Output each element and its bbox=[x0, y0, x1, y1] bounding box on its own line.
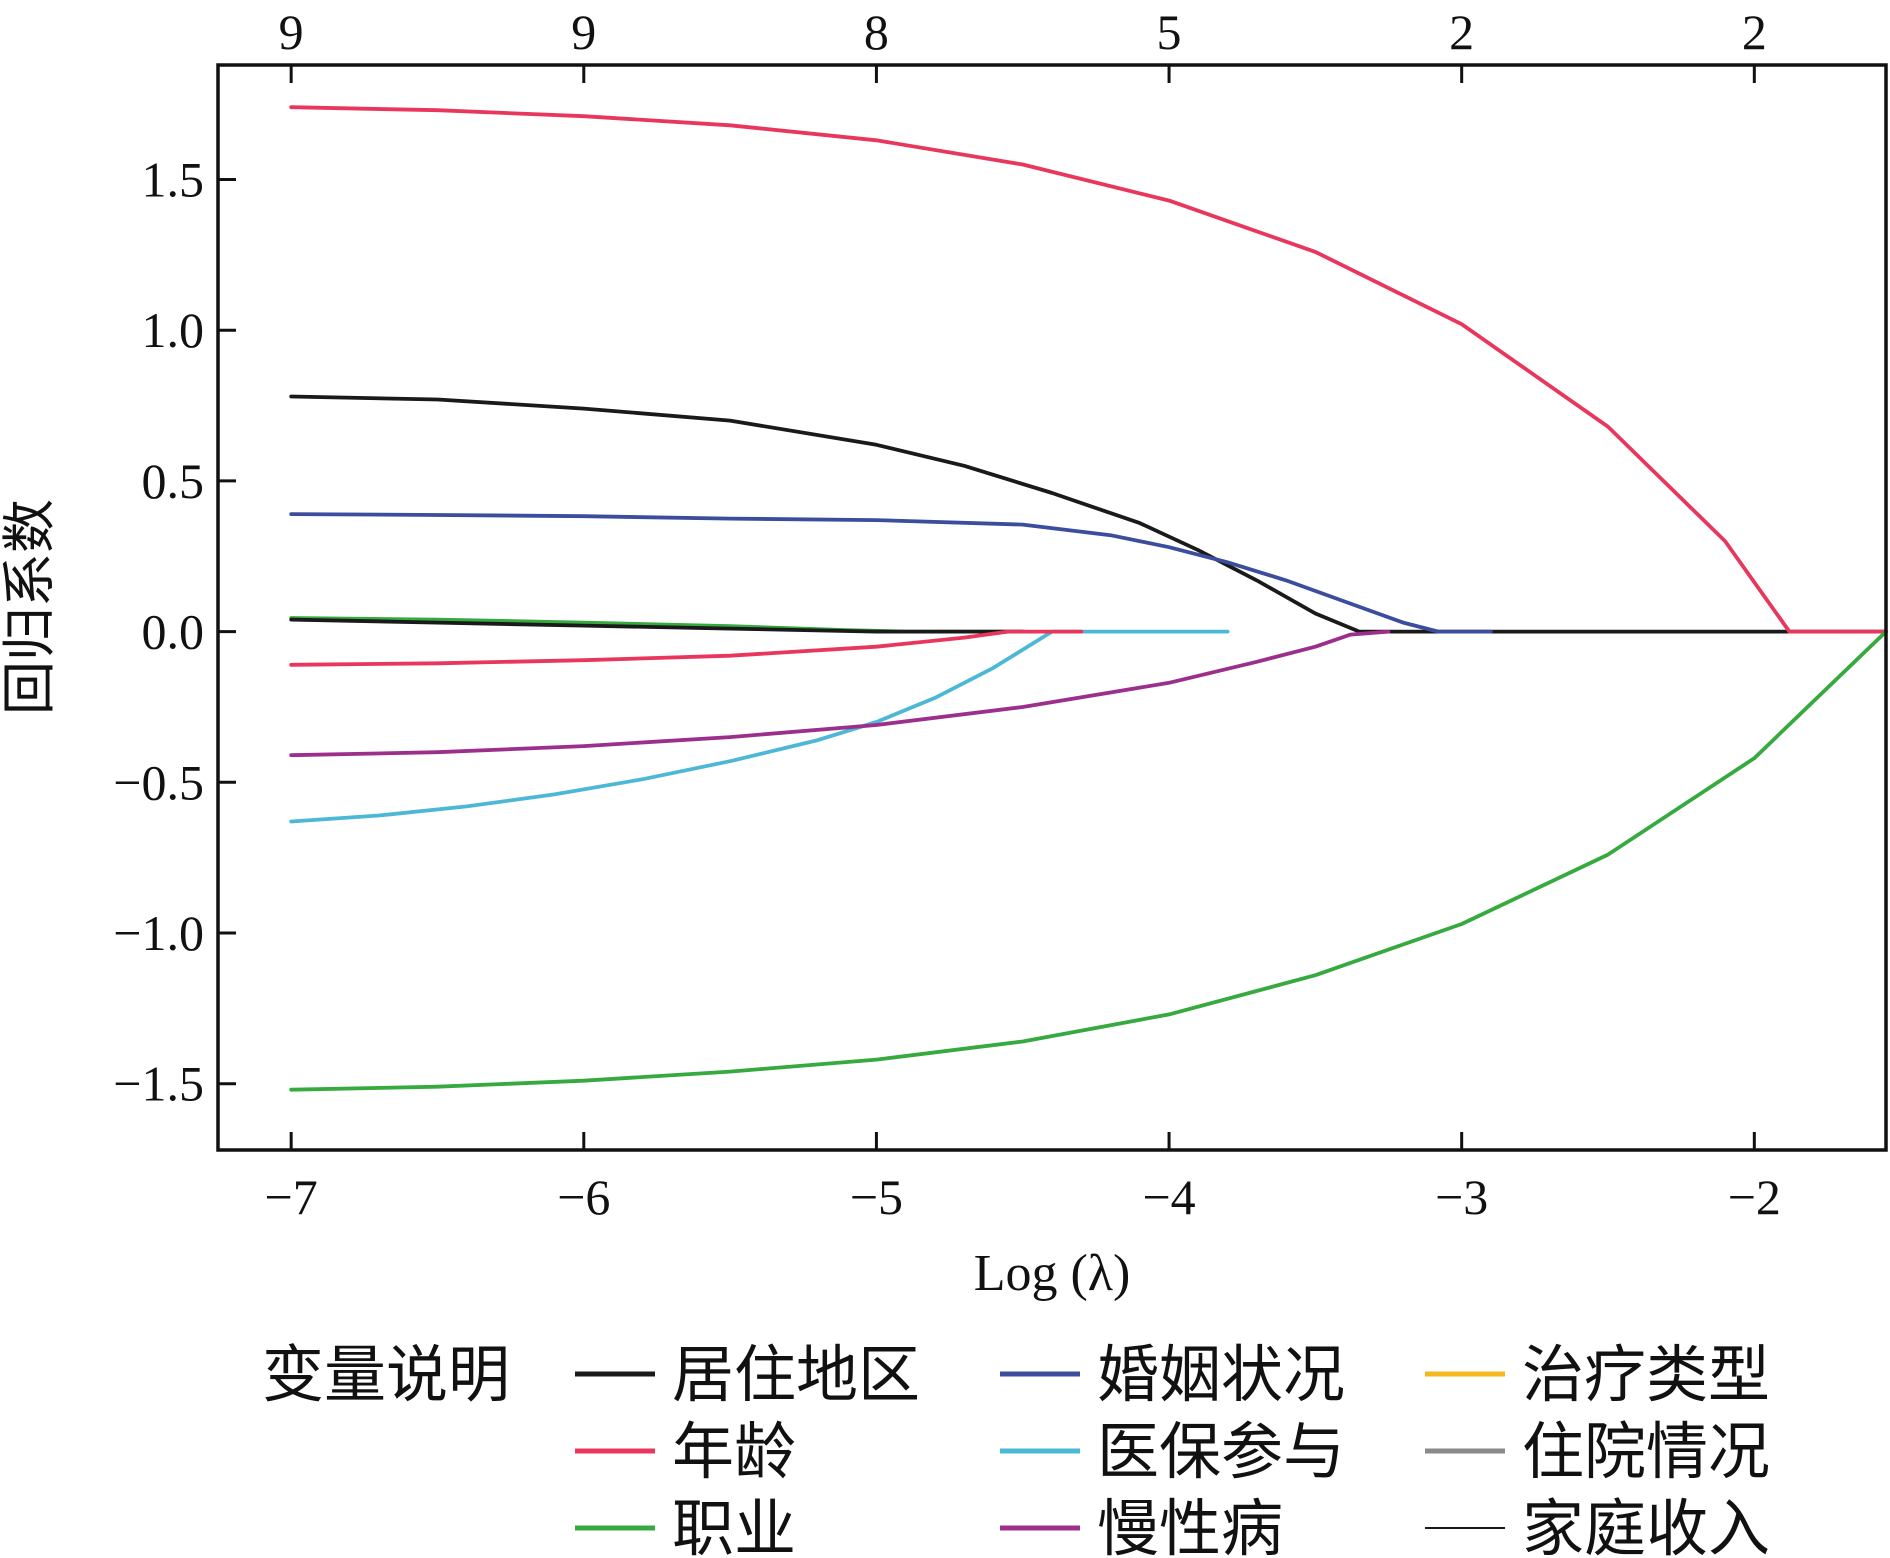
top-tick-label: 2 bbox=[1742, 4, 1767, 60]
series-line-4 bbox=[289, 512, 1493, 634]
plot-frame bbox=[216, 63, 1888, 1152]
y-tick-label: 0.0 bbox=[142, 604, 205, 660]
y-tick-label: −0.5 bbox=[113, 754, 204, 810]
legend-title: 变量说明 bbox=[262, 1338, 510, 1411]
series-line-5 bbox=[289, 629, 1230, 824]
y-tick-label: 1.5 bbox=[142, 152, 205, 208]
legend-label: 医保参与 bbox=[1097, 1415, 1345, 1488]
x-tick-label: −6 bbox=[557, 1169, 610, 1225]
series-line-1 bbox=[289, 105, 1888, 634]
y-tick-label: 0.5 bbox=[142, 453, 205, 509]
x-axis-title: Log (λ) bbox=[974, 1245, 1131, 1302]
legend-label: 年龄 bbox=[672, 1415, 796, 1488]
top-tick-label: 2 bbox=[1449, 4, 1474, 60]
legend-label: 居住地区 bbox=[672, 1338, 920, 1411]
x-tick-label: −4 bbox=[1142, 1169, 1195, 1225]
y-tick-label: 1.0 bbox=[142, 302, 205, 358]
plot-area bbox=[289, 105, 1888, 1092]
x-tick-label: −5 bbox=[850, 1169, 903, 1225]
y-tick-label: −1.0 bbox=[113, 905, 204, 961]
y-tick-label: −1.5 bbox=[113, 1056, 204, 1112]
x-tick-label: −7 bbox=[265, 1169, 318, 1225]
top-tick-label: 9 bbox=[571, 4, 596, 60]
legend-label: 住院情况 bbox=[1522, 1415, 1770, 1488]
legend-label: 婚姻状况 bbox=[1097, 1338, 1345, 1411]
top-tick-label: 8 bbox=[864, 4, 889, 60]
axes: −7 −6 −5 −4 −3 −2 9 9 8 5 2 2 1.5 1.0 0.5 0.0 −0.5 −1.0 −1… bbox=[113, 4, 1781, 1225]
series-line-8 bbox=[289, 629, 1084, 667]
top-tick-label: 5 bbox=[1157, 4, 1182, 60]
legend-label: 慢性病 bbox=[1097, 1492, 1283, 1558]
series-line-6 bbox=[289, 629, 1391, 758]
x-tick-label: −2 bbox=[1728, 1169, 1781, 1225]
series-line-2 bbox=[289, 629, 1888, 1092]
x-tick-label: −3 bbox=[1435, 1169, 1488, 1225]
legend-label: 家庭收入 bbox=[1522, 1492, 1770, 1558]
top-tick-label: 9 bbox=[279, 4, 304, 60]
series-line-7 bbox=[289, 617, 1025, 634]
y-axis-title: 回归系数 bbox=[0, 499, 61, 715]
legend-label: 治疗类型 bbox=[1522, 1338, 1770, 1411]
legend-label: 职业 bbox=[672, 1492, 796, 1558]
